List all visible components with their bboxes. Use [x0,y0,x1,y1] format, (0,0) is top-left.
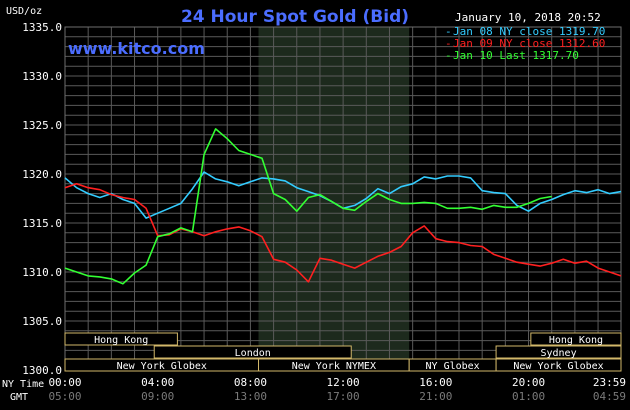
x-axis-label-ny: NY Time [2,379,44,390]
session-box [64,332,178,346]
y-tick-label: 1330.0 [22,70,62,83]
x-tick-label-ny: 00:00 [48,376,81,389]
session-label: New York Globex [513,361,603,372]
x-tick-label-gmt: 09:00 [141,390,174,403]
trading-sessions: Hong Kong London New York Globex New York N… [64,332,622,372]
y-tick-label: 1310.0 [22,266,62,279]
y-tick-label: 1300.0 [22,364,62,377]
x-tick-label-ny: 12:00 [327,376,360,389]
x-axis-label-gmt: GMT [10,392,28,403]
y-unit-label: USD/oz [6,6,42,17]
session-label: Hong Kong [94,335,148,346]
x-tick-label-gmt: 01:00 [512,390,545,403]
x-tick-label-ny: 20:00 [512,376,545,389]
x-tick-label-gmt: 21:00 [419,390,452,403]
gridlines [65,27,621,370]
x-tick-label-ny: 23:59 [593,376,626,389]
y-tick-label: 1305.0 [22,315,62,328]
legend-entry: Jan 10 Last 1317.70 [453,49,579,62]
x-tick-label-gmt: 13:00 [234,390,267,403]
x-tick-label-gmt: 17:00 [327,390,360,403]
session-box [530,332,622,346]
price-series [64,128,622,285]
chart-timestamp: January 10, 2018 20:52 [455,11,601,24]
series-line [64,183,622,283]
session-label: New York Globex [117,361,207,372]
session-box [495,345,622,359]
legend-marker: - [445,25,452,38]
legend-marker: - [445,49,452,62]
legend-entry: Jan 08 NY close 1319.70 [453,25,605,38]
session-label: Hong Kong [549,335,603,346]
x-tick-label-gmt: 05:00 [48,390,81,403]
session-box [153,345,352,359]
y-tick-label: 1325.0 [22,119,62,132]
series-line [64,128,552,285]
y-axis-ticks: 1335.0 1330.0 1325.0 1320.0 1315.0 1310.0 1305… [22,21,62,377]
session-label: London [235,348,271,359]
y-tick-label: 1315.0 [22,217,62,230]
chart-title: 24 Hour Spot Gold (Bid) [181,7,409,27]
session-box [495,358,622,372]
x-tick-label-ny: 08:00 [234,376,267,389]
legend-entry: Jan 09 NY close 1312.60 [453,37,605,50]
y-tick-label: 1335.0 [22,21,62,34]
legend: - Jan 08 NY close 1319.70- Jan 09 NY close… [445,25,605,62]
session-label: New York NYMEX [292,361,376,372]
y-tick-label: 1320.0 [22,168,62,181]
session-label: NY Globex [426,361,480,372]
session-label: Sydney [540,348,576,359]
kitco-watermark: www.kitco.com [68,39,205,58]
x-axis-ticks: 00:00 04:00 08:00 12:00 16:00 20:00 23:59 05:00… [48,376,626,403]
x-tick-label-ny: 04:00 [141,376,174,389]
x-tick-label-ny: 16:00 [419,376,452,389]
x-tick-label-gmt: 04:59 [593,390,626,403]
legend-marker: - [445,37,452,50]
